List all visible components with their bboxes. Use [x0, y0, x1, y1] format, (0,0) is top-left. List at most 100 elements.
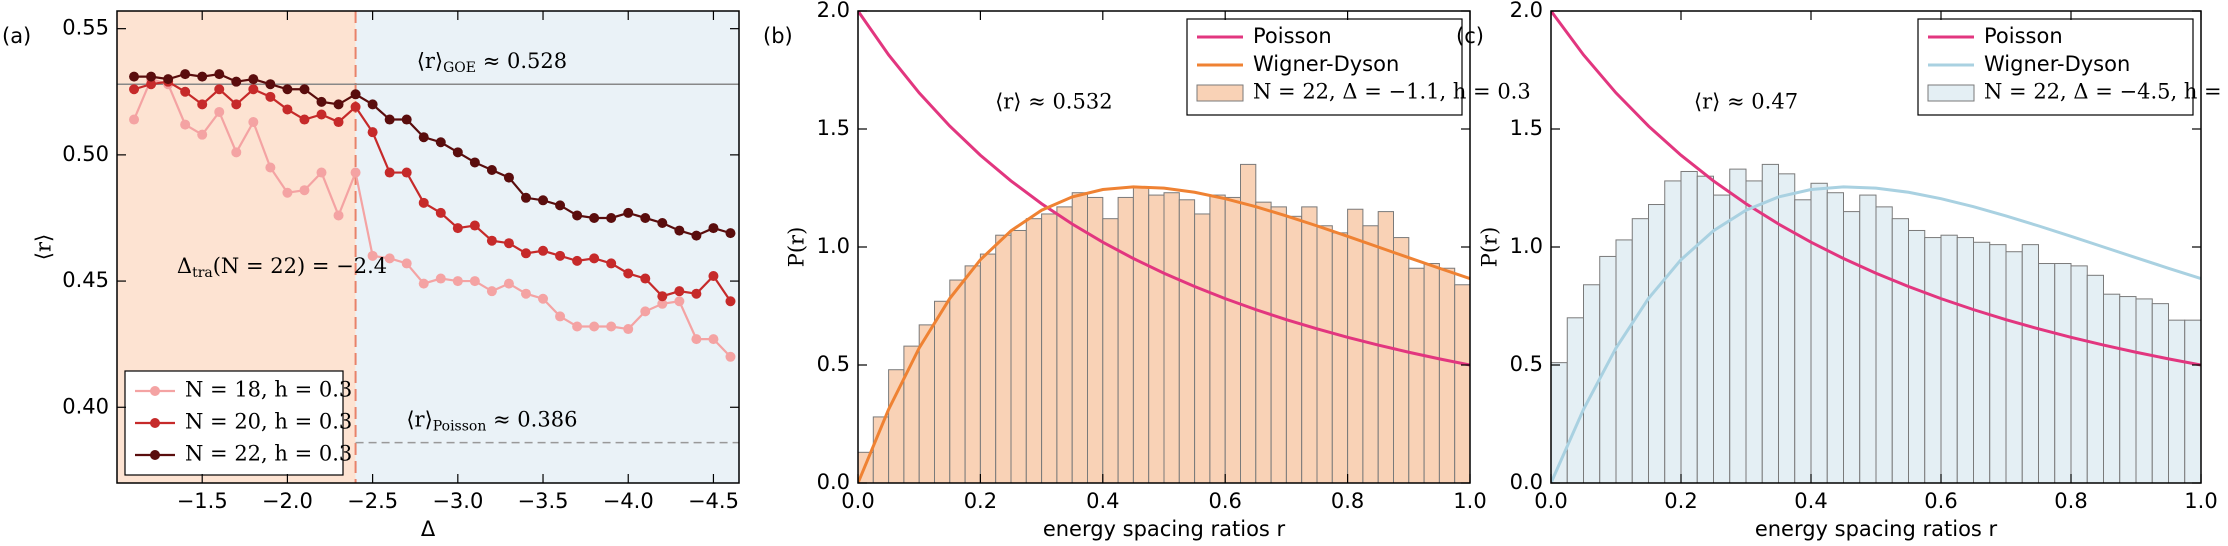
- point: [333, 99, 344, 110]
- point: [248, 84, 259, 95]
- histogram-bar: [1209, 194, 1226, 483]
- x-axis-label: energy spacing ratios r: [1755, 517, 1998, 541]
- legend-label: N = 22, h = 0.3: [185, 442, 352, 466]
- x-tick-label: 0.8: [2054, 489, 2087, 513]
- point: [623, 207, 634, 218]
- histogram-bar: [2021, 244, 2039, 483]
- point: [606, 212, 617, 223]
- point: [606, 321, 617, 332]
- histogram-bar: [1713, 194, 1731, 483]
- histogram-bar: [1102, 218, 1119, 483]
- histogram-bar: [1331, 232, 1349, 483]
- curve: [858, 11, 1470, 367]
- point: [606, 258, 617, 269]
- x-axis-label: energy spacing ratios r: [1043, 517, 1286, 541]
- point: [418, 278, 429, 289]
- point: [486, 235, 497, 246]
- histogram-bar: [1194, 213, 1211, 483]
- histogram-bar: [2005, 251, 2023, 483]
- histogram-bar: [1362, 225, 1379, 483]
- histogram-bar: [1056, 206, 1073, 483]
- histogram-bar: [995, 234, 1012, 483]
- point: [248, 74, 259, 85]
- annotation: Δtra(N = 22) = −2.4: [177, 254, 387, 282]
- y-tick-label: 0.5: [1510, 352, 1543, 376]
- histogram-bar: [1255, 201, 1272, 483]
- histogram-bar: [2119, 296, 2137, 483]
- point: [708, 271, 719, 282]
- point: [299, 84, 310, 95]
- histogram-bar: [1615, 239, 1633, 483]
- point: [129, 84, 140, 95]
- x-tick-label: −2.0: [262, 489, 313, 513]
- plot-area: [858, 11, 1470, 483]
- point: [350, 167, 361, 178]
- panel-label: (c): [1456, 24, 1484, 48]
- point: [401, 258, 412, 269]
- annotation-sub: tra: [192, 265, 213, 281]
- histogram-bar: [1599, 255, 1617, 483]
- point: [520, 192, 531, 203]
- x-tick-label: −3.0: [432, 489, 483, 513]
- point: [538, 195, 549, 206]
- point: [435, 137, 446, 148]
- y-tick-label: 0.40: [62, 394, 109, 418]
- histogram-bar: [1316, 225, 1333, 483]
- legend-label: Wigner-Dyson: [1253, 52, 1399, 76]
- point: [520, 248, 531, 259]
- histogram-bar: [1347, 208, 1364, 483]
- histogram-bar: [2054, 263, 2072, 483]
- point: [640, 306, 651, 317]
- histogram-bar: [1010, 229, 1027, 483]
- annotation: ⟨r⟩GOE ≈ 0.528: [417, 49, 567, 77]
- point: [657, 218, 668, 229]
- point: [197, 129, 208, 140]
- annotation-main: Δ: [177, 254, 192, 278]
- legend-label: Poisson: [1984, 24, 2063, 48]
- histogram-bar: [888, 369, 905, 483]
- x-tick-label: 0.0: [1534, 489, 1567, 513]
- point: [265, 162, 276, 173]
- point: [180, 119, 191, 130]
- histogram-bar: [1859, 194, 1877, 483]
- point: [299, 114, 310, 125]
- legend-label: Wigner-Dyson: [1984, 52, 2130, 76]
- point: [435, 207, 446, 218]
- annotation-sub: GOE: [443, 60, 476, 76]
- legend-label: N = 22, Δ = −1.1, h = 0.3: [1253, 80, 1531, 104]
- point: [657, 298, 668, 309]
- histogram-bar: [979, 253, 997, 483]
- point: [333, 210, 344, 221]
- point: [674, 286, 685, 297]
- x-tick-label: 0.6: [1924, 489, 1957, 513]
- point: [623, 324, 634, 335]
- histogram-bar: [1664, 180, 1682, 483]
- point: [538, 245, 549, 256]
- histogram-bar: [1301, 206, 1318, 483]
- curve: [1551, 11, 2201, 367]
- histogram-bar: [934, 300, 951, 483]
- point: [555, 200, 566, 211]
- histogram-bar: [1891, 218, 1909, 483]
- point: [538, 293, 549, 304]
- annotation-sub: Poisson: [433, 419, 487, 435]
- point: [214, 69, 225, 80]
- curve: [1551, 185, 2201, 483]
- point: [282, 187, 293, 198]
- histogram-bar: [2184, 319, 2201, 483]
- annotation-rest: ≈ 0.386: [486, 407, 577, 431]
- histogram-bar: [2038, 263, 2056, 483]
- legend-marker: [150, 386, 160, 396]
- point: [589, 212, 600, 223]
- annotation-main: ⟨r⟩: [406, 407, 432, 431]
- histogram-bar: [1423, 263, 1440, 483]
- histogram-bar: [1163, 192, 1180, 483]
- point: [708, 334, 719, 345]
- histogram-bar: [1270, 206, 1287, 483]
- y-tick-label: 1.5: [817, 116, 850, 140]
- point: [555, 311, 566, 322]
- y-tick-label: 1.0: [1510, 234, 1543, 258]
- point: [129, 71, 140, 82]
- point: [282, 104, 293, 115]
